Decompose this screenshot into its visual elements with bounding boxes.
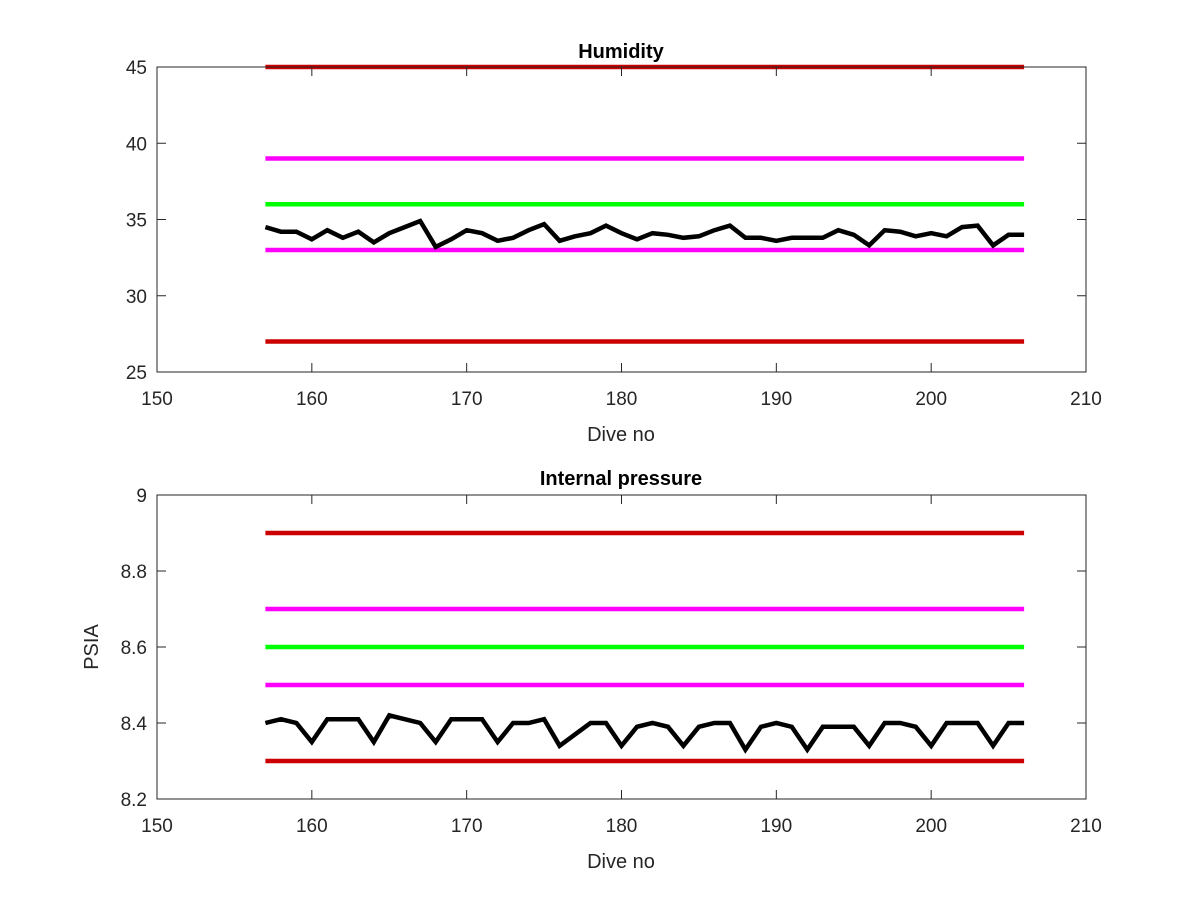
- pressure-x-tick-label-1: 160: [296, 816, 328, 837]
- humidity-x-tick-label-6: 210: [1070, 389, 1102, 410]
- humidity-x-axis-label: Dive no: [587, 424, 655, 446]
- humidity-y-tick-label-0: 25: [126, 363, 147, 384]
- humidity-y-tick-label-4: 45: [126, 58, 147, 79]
- humidity-title: Humidity: [578, 41, 664, 63]
- humidity-y-tick-label-2: 35: [126, 211, 147, 232]
- pressure-x-tick-label-2: 170: [451, 816, 483, 837]
- humidity-tick-layer: 150 160 170 180 190 200 210 25 30 35 40 45: [126, 58, 1102, 410]
- pressure-tick-layer: 150 160 170 180 190 200 210 8.2 8.4 8.6 8.8 9: [121, 486, 1102, 837]
- pressure-y-axis-label: PSIA: [81, 624, 103, 670]
- pressure-x-tick-label-0: 150: [141, 816, 173, 837]
- pressure-x-tick-label-6: 210: [1070, 816, 1102, 837]
- pressure-x-axis-label: Dive no: [587, 851, 655, 873]
- humidity-y-tick-label-1: 30: [126, 287, 147, 308]
- humidity-x-tick-label-4: 190: [760, 389, 792, 410]
- humidity-plot-area: [157, 67, 1086, 372]
- pressure-y-tick-label-3: 8.8: [121, 562, 147, 583]
- humidity-x-tick-label-0: 150: [141, 389, 173, 410]
- humidity-x-tick-label-1: 160: [296, 389, 328, 410]
- humidity-x-tick-label-2: 170: [451, 389, 483, 410]
- humidity-x-tick-label-3: 180: [606, 389, 638, 410]
- pressure-series-line-5: [264, 712, 1025, 754]
- humidity-y-tick-label-3: 40: [126, 134, 147, 155]
- humidity-chart: 150 160 170 180 190 200 210 25 30 35 40 45 Humidity…: [126, 41, 1102, 446]
- internal-pressure-chart: 150 160 170 180 190 200 210 8.2 8.4 8.6 8.8 9 Inter…: [81, 468, 1102, 873]
- pressure-series-layer: [264, 530, 1025, 764]
- pressure-y-tick-label-1: 8.4: [121, 714, 148, 735]
- humidity-x-tick-label-5: 200: [915, 389, 947, 410]
- pressure-x-tick-label-4: 190: [760, 816, 792, 837]
- humidity-series-line-5: [264, 218, 1025, 250]
- pressure-y-tick-label-2: 8.6: [121, 638, 147, 659]
- pressure-y-tick-label-0: 8.2: [121, 790, 147, 811]
- pressure-y-tick-label-4: 9: [136, 486, 147, 507]
- pressure-title: Internal pressure: [540, 468, 702, 490]
- pressure-x-tick-label-3: 180: [606, 816, 638, 837]
- pressure-x-tick-label-5: 200: [915, 816, 947, 837]
